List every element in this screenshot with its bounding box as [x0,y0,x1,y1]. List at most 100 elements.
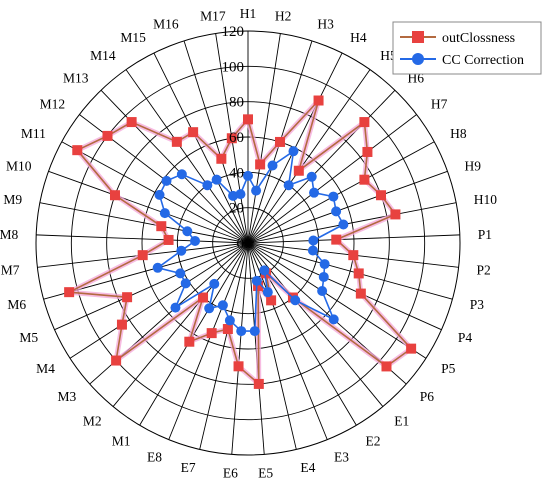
radial-tick-0: 0 [237,236,245,252]
data-point-0-E6 [233,361,244,372]
data-point-0-P5 [406,343,417,354]
data-point-1-M11 [154,189,165,200]
radial-tick-80: 80 [229,95,244,111]
data-point-1-M7 [176,245,187,256]
data-point-1-H5 [283,180,294,191]
data-point-0-E5 [253,378,264,389]
data-point-1-H9 [331,206,342,217]
radial-tick-120: 120 [222,24,245,40]
data-point-0-H3 [274,136,285,147]
legend-item-1: CC Correction [400,53,524,68]
data-point-1-P5 [317,286,328,297]
data-point-1-M6 [152,262,163,273]
axis-label-E4: E4 [300,460,315,475]
axis-label-H7: H7 [431,97,448,112]
data-point-0-M6 [64,287,75,298]
data-point-1-E3 [262,287,273,298]
axis-label-M6: M6 [7,297,26,312]
axis-label-M2: M2 [83,413,102,428]
data-point-0-E4 [253,281,264,292]
data-point-1-M2 [209,278,220,289]
axis-spoke [36,234,249,244]
data-point-1-M14 [202,180,213,191]
axis-label-M12: M12 [40,97,66,112]
axis-spoke [69,242,249,359]
data-point-1-M13 [176,169,187,180]
data-point-1-M1 [204,303,215,314]
data-point-1-M3 [170,302,181,313]
axis-spoke [231,242,249,455]
axis-label-H4: H4 [350,30,367,45]
data-point-1-E7 [224,315,235,326]
data-point-1-H4 [288,146,299,157]
data-point-0-H10 [390,209,401,220]
axis-spoke [168,242,249,440]
data-point-1-M8 [190,235,201,246]
data-point-0-H4 [313,95,324,106]
data-point-1-H8 [328,191,339,202]
data-point-0-M11 [72,145,83,156]
radial-tick-20: 20 [229,201,244,217]
axis-label-H2: H2 [275,9,292,24]
axis-spoke [199,242,249,450]
axis-label-P4: P4 [458,330,473,345]
axis-label-M16: M16 [153,17,179,32]
axis-label-E1: E1 [394,413,409,428]
data-point-0-H5 [293,165,304,176]
legend-label-0: outClossness [442,31,515,46]
data-point-0-H9 [376,190,387,201]
data-point-1-E1 [290,295,301,306]
axis-label-H8: H8 [450,126,467,141]
data-point-1-P2 [307,245,318,256]
axis-spoke [247,234,460,244]
axis-label-E2: E2 [366,434,381,449]
axis-label-H9: H9 [465,158,482,173]
data-point-0-M13 [126,117,137,128]
data-point-0-P2 [348,250,359,261]
data-point-1-M4 [180,278,191,289]
axis-spoke [100,89,249,244]
axis-label-M10: M10 [6,158,32,173]
axis-spoke [39,202,249,244]
data-point-1-H2 [251,185,262,196]
data-point-0-M17 [226,133,237,144]
axis-spoke [247,242,453,300]
legend-marker-0 [412,31,424,43]
axis-spoke [112,242,249,407]
data-point-1-H1 [243,170,253,181]
axis-spoke [247,202,457,244]
data-point-0-H2 [255,159,266,170]
data-point-0-H1 [243,114,253,125]
axis-label-M9: M9 [3,192,22,207]
data-point-0-H6 [359,117,370,128]
data-point-1-E6 [236,326,247,337]
data-point-0-E7 [222,324,233,335]
axis-spoke [48,170,249,244]
data-point-1-M9 [182,226,193,237]
axis-spokes [36,31,460,455]
legend-marker-1 [412,53,424,65]
data-point-1-M10 [159,208,170,219]
axis-label-P5: P5 [441,361,456,376]
data-point-0-P4 [355,288,366,299]
axis-label-M13: M13 [63,70,89,85]
data-point-1-E2 [259,265,270,276]
axis-label-H3: H3 [317,17,334,32]
data-point-0-M14 [171,136,182,147]
data-point-0-P3 [353,268,364,279]
radial-tick-40: 40 [229,165,244,181]
data-point-1-P6 [328,314,339,325]
radial-tick-100: 100 [222,59,245,75]
data-point-1-E8 [217,300,228,311]
data-point-1-M15 [211,174,222,185]
legend-box [392,21,542,75]
axis-spoke [247,89,396,244]
data-point-1-M5 [175,268,186,279]
data-point-0-M1 [184,336,195,347]
data-point-1-M12 [161,175,172,186]
data-point-1-H10 [338,219,349,230]
data-point-0-M9 [156,221,167,232]
axis-label-H1: H1 [240,6,257,21]
axis-spoke [183,40,249,244]
legend-label-1: CC Correction [442,53,524,68]
